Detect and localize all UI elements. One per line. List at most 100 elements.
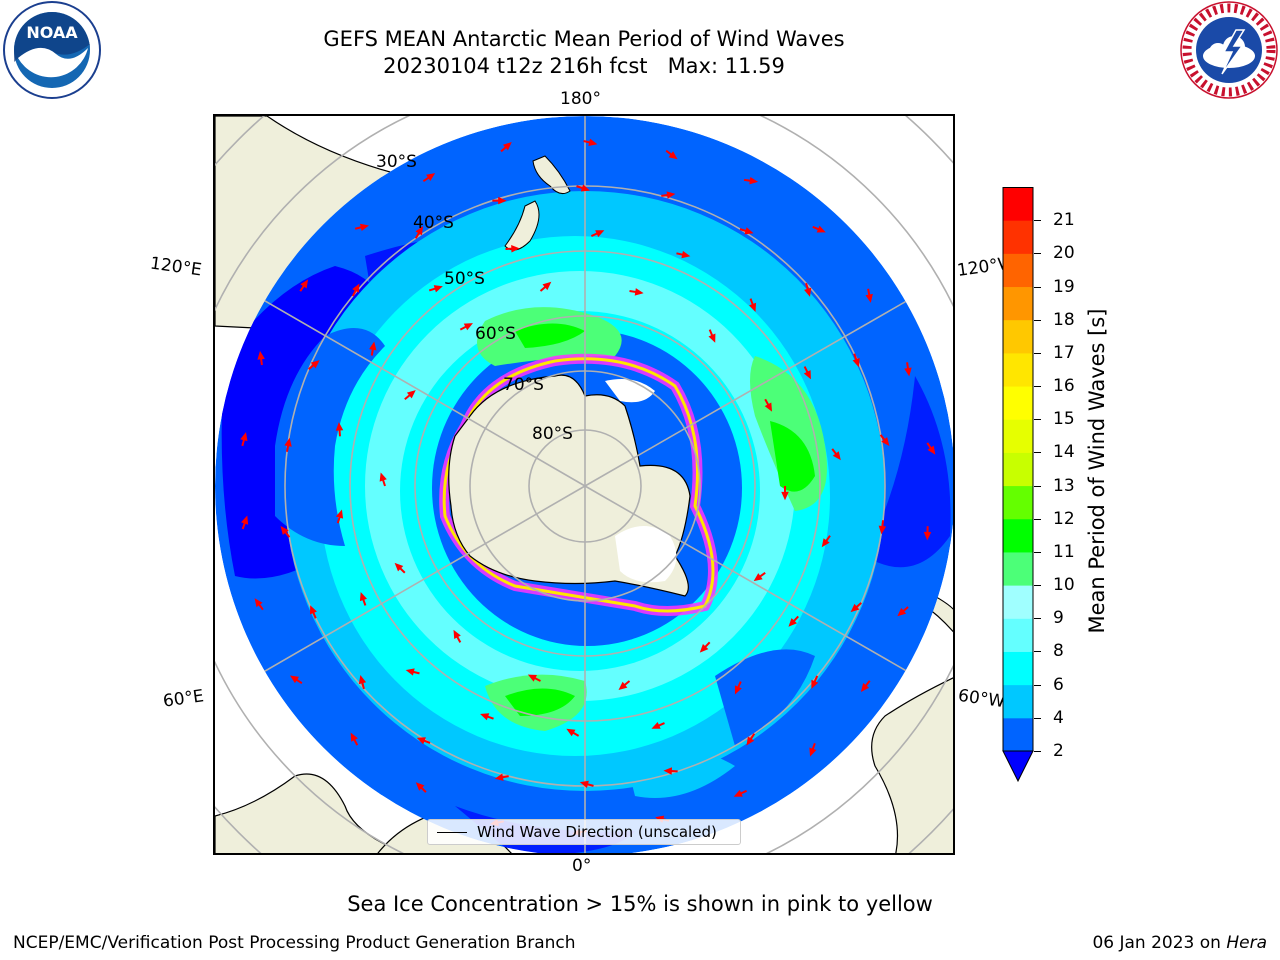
date-stamp: 06 Jan 2023 on Hera <box>1092 933 1267 953</box>
wave-arrow-head <box>749 176 759 185</box>
colorbar-cell <box>1003 485 1033 520</box>
lon-label-180: 180° <box>560 89 601 109</box>
colorbar-tick-mark <box>1034 651 1041 653</box>
wave-arrow-head <box>359 223 369 232</box>
graticule <box>215 116 953 853</box>
wave-arrow-head <box>284 437 292 447</box>
wave-arrow-head <box>788 618 797 627</box>
wave-arrow-head <box>904 367 912 377</box>
wave-arrow-head <box>865 293 873 303</box>
lat-label-80s: 80°S <box>532 424 573 444</box>
noaa-logo: NOAA <box>3 1 101 99</box>
credit-text: NCEP/EMC/Verification Post Processing Pr… <box>13 933 576 953</box>
wave-arrow-head <box>923 531 932 541</box>
colorbar-cell <box>1003 253 1033 288</box>
lat-label-40s: 40°S <box>413 213 454 233</box>
colorbar-extend-triangle <box>1002 750 1034 783</box>
colorbar-tick-label: 19 <box>1053 276 1075 297</box>
wave-arrow-head <box>634 288 644 296</box>
wave-arrow-head <box>663 767 673 775</box>
colorbar-cell <box>1003 319 1033 354</box>
wave-arrow-head <box>821 538 830 548</box>
wave-arrow-head <box>811 679 819 689</box>
colorbar-tick-mark <box>1034 419 1041 421</box>
colorbar-tick-mark <box>1034 286 1041 288</box>
wave-arrow-head <box>804 287 812 297</box>
wind-wave-arrows <box>240 138 936 836</box>
wave-arrow-head <box>764 402 773 412</box>
wave-arrow-head <box>860 683 870 692</box>
colorbar-cell <box>1003 651 1033 686</box>
colorbar-cell <box>1003 286 1033 321</box>
colorbar-tick-label: 9 <box>1053 608 1064 629</box>
wave-arrow-head <box>257 350 265 360</box>
colorbar-tick-label: 16 <box>1053 376 1075 397</box>
colorbar-tick-label: 21 <box>1053 210 1075 231</box>
wave-arrow-head <box>300 279 309 289</box>
colorbar-tick-label: 6 <box>1053 674 1064 695</box>
machine-name: Hera <box>1226 933 1267 953</box>
colorbar-cell <box>1003 386 1033 420</box>
wave-arrow-head <box>241 515 249 525</box>
wave-arrow-head <box>579 780 589 788</box>
colorbar-tick-label: 12 <box>1053 508 1075 529</box>
wave-arrow-head <box>433 285 443 293</box>
colorbar <box>1002 187 1034 783</box>
wave-arrow-head <box>240 432 248 442</box>
polar-map <box>215 116 953 853</box>
colorbar-tick-label: 17 <box>1053 342 1075 363</box>
wave-arrow-head <box>850 603 860 613</box>
colorbar-cell <box>1003 220 1033 254</box>
wave-arrow-head <box>542 281 552 291</box>
colorbar-frame <box>1002 187 1034 752</box>
wave-arrow-head <box>753 573 763 582</box>
lat-label-50s: 50°S <box>444 269 485 289</box>
lon-label-0: 0° <box>572 856 592 876</box>
wave-arrow-head <box>708 333 716 343</box>
colorbar-tick-label: 11 <box>1053 541 1075 562</box>
colorbar-cell <box>1003 352 1033 387</box>
wave-arrow-head <box>566 728 576 737</box>
wave-arrow-head <box>369 341 377 351</box>
colorbar-tick-mark <box>1034 518 1041 520</box>
wave-arrow-head <box>668 151 678 160</box>
colorbar-tick-mark <box>1034 751 1041 752</box>
colorbar-cell <box>1003 551 1033 586</box>
wave-arrow-head <box>335 509 344 519</box>
wave-arrow-head <box>651 721 661 729</box>
lat-label-60s: 60°S <box>475 324 516 344</box>
colorbar-cell <box>1003 452 1033 487</box>
colorbar-tick-label: 20 <box>1053 243 1075 264</box>
wave-arrow-head <box>897 607 907 617</box>
wave-arrow-head <box>358 675 367 685</box>
wave-arrow-head <box>406 390 416 399</box>
wave-arrow-head <box>527 674 538 682</box>
colorbar-tick-mark <box>1034 684 1041 686</box>
wave-arrow-head <box>580 184 590 192</box>
wave-arrow-head <box>254 598 263 608</box>
colorbar-tick-mark <box>1034 352 1041 354</box>
wave-arrow-head <box>379 472 387 482</box>
colorbar-cell <box>1003 419 1033 453</box>
wave-arrow-head <box>852 357 860 368</box>
colorbar-tick-label: 18 <box>1053 309 1075 330</box>
wave-arrow-head <box>618 681 628 691</box>
wave-arrow-head <box>359 592 368 602</box>
wave-arrow-head <box>749 302 757 312</box>
wave-arrow-head <box>310 360 320 369</box>
lon-label-60w: 60°W <box>956 685 1007 713</box>
wave-arrow-head <box>881 437 890 447</box>
colorbar-tick-label: 15 <box>1053 409 1075 430</box>
colorbar-tick-mark <box>1034 253 1041 255</box>
colorbar-tick-mark <box>1034 386 1041 388</box>
colorbar-cell <box>1003 684 1033 719</box>
wave-arrow-head <box>463 323 473 331</box>
wave-arrow-head <box>350 732 358 742</box>
chart-title: GEFS MEAN Antarctic Mean Period of Wind … <box>323 27 845 51</box>
ocean-field <box>215 116 953 853</box>
wave-arrow-head <box>733 789 743 797</box>
colorbar-label: Mean Period of Wind Waves [s] <box>1085 308 1109 634</box>
chart-subtitle: 20230104 t12z 216h fcst Max: 11.59 <box>383 54 785 78</box>
colorbar-cell <box>1003 717 1033 752</box>
wave-arrow-head <box>335 422 344 431</box>
